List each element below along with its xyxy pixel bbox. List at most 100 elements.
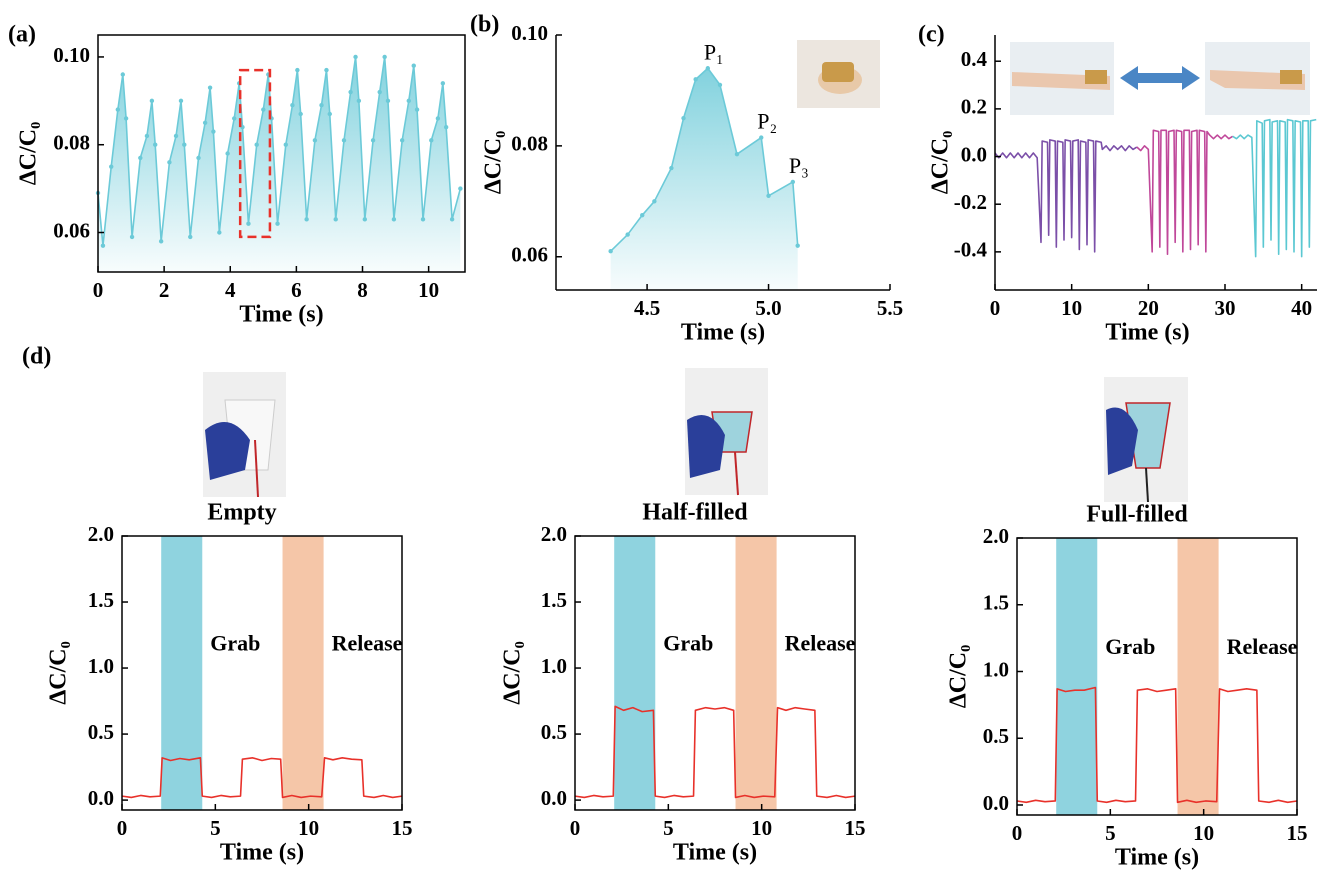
marker (435, 116, 441, 121)
marker (290, 103, 295, 108)
marker (414, 107, 420, 112)
y-tick-label: 0.08 (53, 131, 90, 155)
band (161, 536, 203, 810)
marker (115, 107, 121, 112)
marker (167, 160, 172, 165)
marker (298, 111, 303, 117)
marker (625, 232, 630, 237)
marker (312, 138, 318, 143)
marker (370, 138, 376, 143)
x-tick-label: 20 (1138, 296, 1159, 320)
marker (319, 103, 324, 108)
y-tick-label: 1.0 (541, 654, 567, 678)
x-tick-label: 5 (663, 816, 674, 840)
marker (178, 98, 184, 104)
chart-title: Full-filled (1086, 502, 1188, 528)
x-tick-label: 4 (225, 278, 236, 302)
y-tick-label: 0.06 (53, 218, 90, 242)
annotation: P₂ (757, 109, 777, 134)
highlight-box (238, 68, 272, 239)
marker (261, 107, 266, 112)
y-tick-label: 0.10 (53, 43, 90, 67)
marker (377, 89, 382, 95)
y-axis-label: ΔC/C₀ (481, 131, 507, 195)
y-axis-label: ΔC/C₀ (46, 641, 72, 705)
x-tick-label: 6 (291, 278, 302, 302)
line (574, 705, 856, 799)
y-axis-label: ΔC/C₀ (16, 122, 42, 186)
photo-arm-straight (1010, 42, 1114, 115)
marker (681, 115, 686, 121)
band (1056, 538, 1098, 815)
y-tick-label: -0.2 (954, 190, 987, 214)
marker (458, 186, 463, 191)
photo-cup-half (685, 368, 768, 496)
y-tick-label: 0.10 (511, 21, 548, 45)
x-tick-label: 30 (1215, 296, 1236, 320)
y-tick-label: -0.4 (954, 238, 988, 262)
x-axis-label: Time (s) (1115, 845, 1199, 871)
area (610, 68, 798, 291)
marker (341, 138, 347, 143)
line (610, 67, 799, 252)
marker (420, 217, 426, 222)
chart-title: Empty (207, 500, 276, 526)
x-tick-label: 5.5 (877, 296, 903, 320)
panel-label: (c) (918, 22, 945, 48)
y-axis-label: ΔC/C₀ (500, 641, 526, 705)
y-tick-label: 2.0 (983, 524, 1009, 548)
y-tick-label: 1.5 (983, 591, 1009, 615)
marker (717, 82, 723, 88)
marker (385, 98, 391, 104)
photo-neck (797, 40, 880, 108)
y-axis-label: ΔC/C₀ (928, 131, 954, 195)
marker (129, 234, 135, 240)
marker (333, 217, 338, 222)
x-tick-label: 15 (392, 816, 413, 840)
marker (304, 217, 309, 222)
chart-title: Half-filled (642, 500, 748, 526)
marker (123, 116, 129, 121)
band (282, 536, 324, 810)
x-tick-label: 4.5 (634, 296, 660, 320)
marker (149, 98, 155, 104)
marker (362, 217, 368, 222)
marker (295, 67, 300, 73)
marker (669, 165, 674, 171)
x-tick-label: 5 (210, 816, 221, 840)
x-tick-label: 0 (570, 816, 581, 840)
band-label: Grab (210, 631, 260, 656)
marker (100, 243, 106, 248)
marker (608, 248, 613, 254)
marker (232, 116, 237, 121)
y-tick-label: 1.5 (88, 588, 114, 612)
marker (152, 142, 158, 147)
axes-frame (1016, 537, 1298, 816)
y-axis-label: ΔC/C₀ (946, 645, 972, 709)
axes-frame (121, 535, 403, 811)
marker (217, 230, 222, 235)
x-axis-label: Time (s) (673, 840, 757, 866)
y-tick-label: 2.0 (541, 522, 567, 546)
marker (705, 66, 711, 71)
x-tick-label: 15 (1287, 821, 1308, 845)
x-tick-label: 10 (751, 816, 772, 840)
marker (440, 81, 446, 86)
line (121, 757, 403, 799)
band-label: Release (332, 631, 403, 656)
y-tick-label: 0.5 (541, 720, 567, 744)
x-tick-label: 10 (1193, 821, 1214, 845)
x-tick-label: 40 (1291, 296, 1312, 320)
chart: Grab Release 0 5 10 15 0.0 0.5 1.0 1.5 2.0 Time (s)… (946, 502, 1308, 871)
y-tick-label: 0.5 (983, 724, 1009, 748)
marker (391, 217, 397, 222)
panel-label: (d) (22, 344, 51, 370)
marker (109, 164, 114, 169)
marker (144, 133, 150, 139)
axes-frame (574, 535, 856, 811)
line (1232, 118, 1317, 258)
marker (275, 221, 280, 226)
x-tick-label: 0 (93, 278, 104, 302)
x-tick-label: 5 (1105, 821, 1116, 845)
